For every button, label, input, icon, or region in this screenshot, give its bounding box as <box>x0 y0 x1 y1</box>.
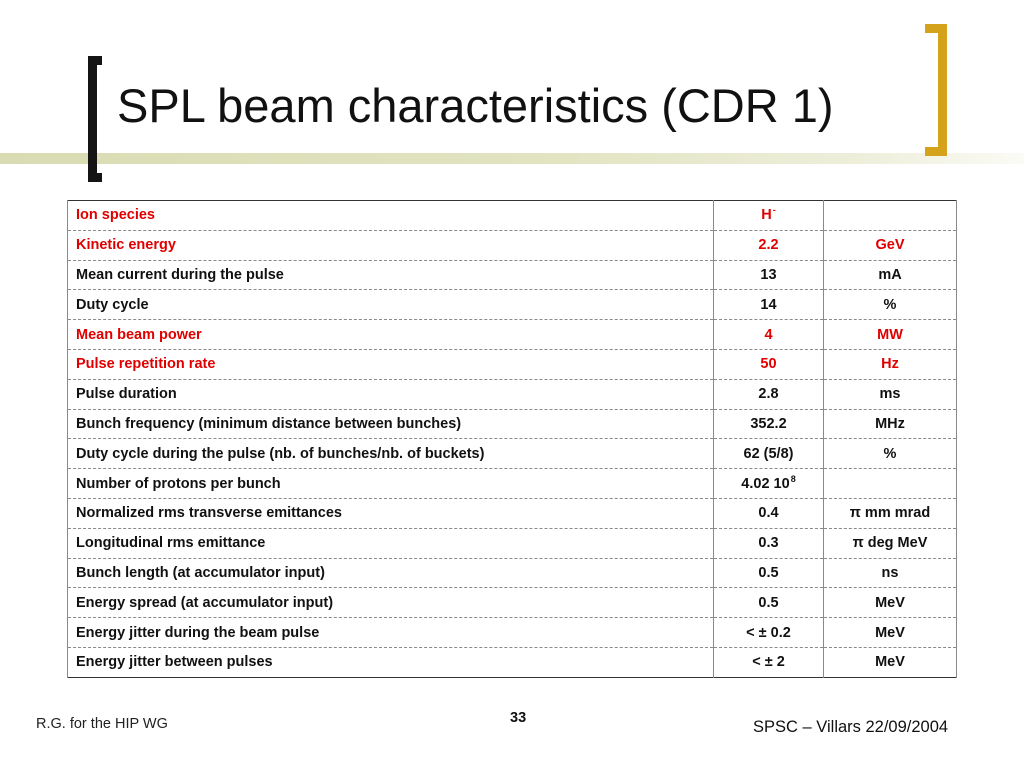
slide-title: SPL beam characteristics (CDR 1) <box>117 79 834 132</box>
beam-parameters-table: Ion species H- Kinetic energy 2.2 GeV Mean cu… <box>67 200 957 678</box>
table-row: Normalized rms transverse emittances 0.4 π… <box>67 497 957 529</box>
parameter-value: 4.02 10 <box>741 475 790 492</box>
parameter-value: < ± 2 <box>752 654 785 671</box>
parameter-value: 0.4 <box>758 505 779 522</box>
parameter-name-cell: Bunch frequency (minimum distance betwee… <box>67 408 714 440</box>
parameter-value: 352.2 <box>750 415 787 432</box>
parameter-name-cell: Duty cycle during the pulse (nb. of bunc… <box>67 438 714 470</box>
parameter-name-cell: Pulse duration <box>67 378 714 410</box>
parameter-unit-cell: ns <box>823 557 957 589</box>
parameter-value-superscript: 8 <box>790 473 796 484</box>
parameter-unit-cell: Hz <box>823 348 957 380</box>
parameter-name-cell: Mean beam power <box>67 319 714 350</box>
table-row: Longitudinal rms emittance 0.3 π deg MeV <box>67 527 957 559</box>
page-number: 33 <box>510 710 527 726</box>
table-body: Ion species H- Kinetic energy 2.2 GeV Mean cu… <box>67 200 957 678</box>
parameter-value: 14 <box>760 296 777 313</box>
parameter-unit-cell: ms <box>823 378 957 410</box>
table-row: Energy jitter between pulses < ± 2 MeV <box>67 646 957 678</box>
parameter-unit-cell: MW <box>823 319 957 350</box>
parameter-value-cell: 62 (5/8) <box>713 438 824 470</box>
left-bracket-decoration <box>88 56 102 182</box>
parameter-unit-cell: GeV <box>823 229 957 261</box>
parameter-value: 0.3 <box>758 535 779 552</box>
parameter-value-cell: 2.2 <box>713 229 824 261</box>
parameter-name-cell: Bunch length (at accumulator input) <box>67 557 714 589</box>
parameter-name-cell: Kinetic energy <box>67 229 714 261</box>
title-underline-bar <box>0 153 1024 164</box>
parameter-unit-cell: mA <box>823 259 957 291</box>
parameter-value-superscript: - <box>772 205 776 216</box>
table-row: Bunch frequency (minimum distance betwee… <box>67 408 957 440</box>
parameter-unit-cell: π deg MeV <box>823 527 957 559</box>
parameter-name-cell: Number of protons per bunch <box>67 468 714 499</box>
right-bracket-decoration <box>925 24 947 156</box>
table-row: Mean beam power 4 MW <box>67 319 957 350</box>
parameter-name-cell: Mean current during the pulse <box>67 259 714 291</box>
table-row: Pulse repetition rate 50 Hz <box>67 348 957 380</box>
parameter-value-cell: 0.3 <box>713 527 824 559</box>
parameter-name-cell: Duty cycle <box>67 289 714 321</box>
parameter-name-cell: Normalized rms transverse emittances <box>67 497 714 529</box>
parameter-unit-cell: MeV <box>823 587 957 619</box>
parameter-value: 2.2 <box>758 237 779 254</box>
parameter-unit-cell: MeV <box>823 617 957 648</box>
footer-author: R.G. for the HIP WG <box>36 716 168 732</box>
table-row: Kinetic energy 2.2 GeV <box>67 229 957 261</box>
parameter-value: 50 <box>760 356 777 373</box>
parameter-value-cell: < ± 0.2 <box>713 617 824 648</box>
footer-event-date: SPSC – Villars 22/09/2004 <box>753 718 949 736</box>
table-row: Number of protons per bunch 4.02 108 <box>67 468 957 499</box>
parameter-value-cell: 4.02 108 <box>713 468 824 499</box>
parameter-unit-cell: MHz <box>823 408 957 440</box>
parameter-unit-cell <box>823 468 957 499</box>
table-row: Duty cycle 14% <box>67 289 957 321</box>
table-row: Pulse duration 2.8 ms <box>67 378 957 410</box>
table-row: Duty cycle during the pulse (nb. of bunc… <box>67 438 957 470</box>
parameter-value: < ± 0.2 <box>746 624 791 641</box>
parameter-name-cell: Ion species <box>67 200 714 231</box>
parameter-value-cell: H- <box>713 200 824 231</box>
parameter-name-cell: Energy jitter during the beam pulse <box>67 617 714 648</box>
parameter-value-cell: 352.2 <box>713 408 824 440</box>
parameter-value-cell: 0.5 <box>713 557 824 589</box>
parameter-value: 13 <box>760 266 777 283</box>
table-row: Energy jitter during the beam pulse < ± 0… <box>67 617 957 648</box>
parameter-unit-cell: % <box>823 289 957 321</box>
table-row: Mean current during the pulse 13 mA <box>67 259 957 291</box>
parameter-value-cell: 0.4 <box>713 497 824 529</box>
parameter-value-cell: 4 <box>713 319 824 350</box>
parameter-name-cell: Energy jitter between pulses <box>67 646 714 678</box>
parameter-value: 0.5 <box>758 564 779 581</box>
parameter-value-cell: 14 <box>713 289 824 321</box>
parameter-unit-cell <box>823 200 957 231</box>
parameter-unit-cell: MeV <box>823 646 957 678</box>
parameter-value-cell: 2.8 <box>713 378 824 410</box>
parameter-name-cell: Energy spread (at accumulator input) <box>67 587 714 619</box>
parameter-value: 62 (5/8) <box>743 445 794 462</box>
table-row: Energy spread (at accumulator input) 0.5 M… <box>67 587 957 619</box>
parameter-unit-cell: % <box>823 438 957 470</box>
parameter-name-cell: Pulse repetition rate <box>67 348 714 380</box>
parameter-unit-cell: π mm mrad <box>823 497 957 529</box>
parameter-value-cell: 50 <box>713 348 824 380</box>
table-row: Bunch length (at accumulator input) 0.5 ns <box>67 557 957 589</box>
table-row: Ion species H- <box>67 200 957 231</box>
parameter-value-cell: 0.5 <box>713 587 824 619</box>
parameter-value-cell: < ± 2 <box>713 646 824 678</box>
parameter-value-cell: 13 <box>713 259 824 291</box>
parameter-value: 2.8 <box>758 386 779 403</box>
parameter-value: 4 <box>764 326 773 343</box>
parameter-value: 0.5 <box>758 594 779 611</box>
parameter-value: H <box>761 207 772 224</box>
parameter-name-cell: Longitudinal rms emittance <box>67 527 714 559</box>
